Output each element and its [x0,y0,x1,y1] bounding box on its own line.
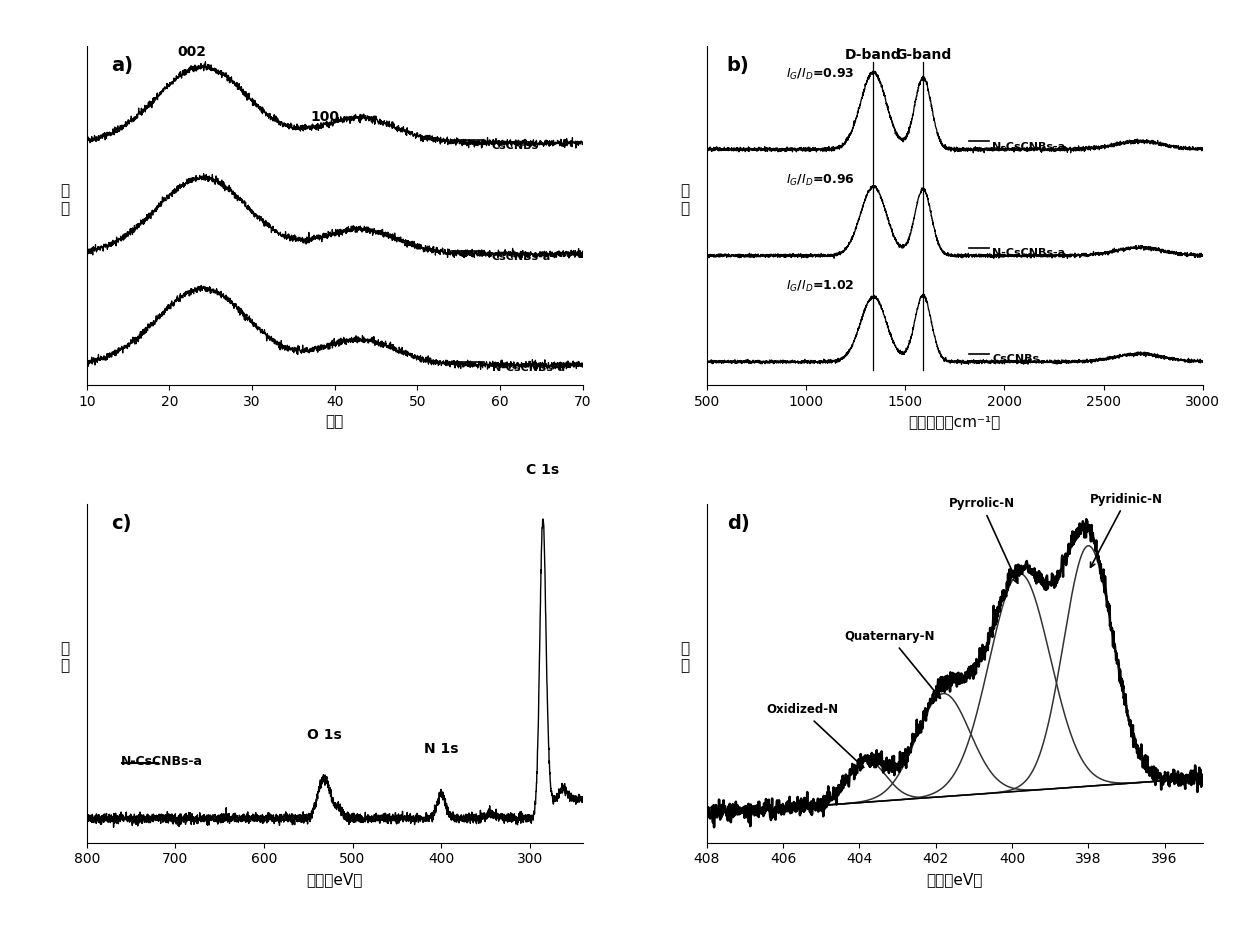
Text: N-CsCNBs-a: N-CsCNBs-a [992,142,1065,152]
Text: $I_G$/$I_D$=0.93: $I_G$/$I_D$=0.93 [786,67,854,81]
Text: $I_G$/$I_D$=1.02: $I_G$/$I_D$=1.02 [786,279,854,294]
Text: c): c) [112,514,133,533]
Text: Quaternary-N: Quaternary-N [844,630,940,698]
Text: C 1s: C 1s [527,463,559,477]
Text: G-band: G-band [895,48,951,62]
Text: Pyridinic-N: Pyridinic-N [1090,493,1163,568]
Text: CsCNBs-a: CsCNBs-a [492,252,551,262]
Text: N 1s: N 1s [424,743,459,757]
Text: a): a) [112,56,134,75]
Text: 002: 002 [177,44,207,58]
Text: N-CsCNBs-a: N-CsCNBs-a [492,363,565,372]
X-axis label: 拉曼位移（cm⁻¹）: 拉曼位移（cm⁻¹） [909,415,1001,430]
Text: $I_G$/$I_D$=0.96: $I_G$/$I_D$=0.96 [786,173,854,188]
Text: O 1s: O 1s [306,728,341,743]
Text: D-band: D-band [846,48,901,62]
Y-axis label: 强
度: 强 度 [60,641,69,673]
Text: Pyrrolic-N: Pyrrolic-N [949,497,1018,583]
Y-axis label: 强
度: 强 度 [680,183,689,216]
Text: 100: 100 [310,110,339,124]
Text: CsCNBs: CsCNBs [492,141,539,151]
Text: N-CsCNBs-a: N-CsCNBs-a [120,755,202,768]
Text: CsCNBs: CsCNBs [992,354,1039,364]
Text: d): d) [727,514,749,533]
Text: Oxidized-N: Oxidized-N [766,704,864,768]
Y-axis label: 强
度: 强 度 [680,641,689,673]
Y-axis label: 强
度: 强 度 [60,183,69,216]
X-axis label: 能带（eV）: 能带（eV） [306,872,363,887]
Text: N-CsCNBs-a: N-CsCNBs-a [992,248,1065,258]
Text: b): b) [727,56,749,75]
X-axis label: 能带（eV）: 能带（eV） [926,872,983,887]
X-axis label: 角度: 角度 [326,415,343,430]
